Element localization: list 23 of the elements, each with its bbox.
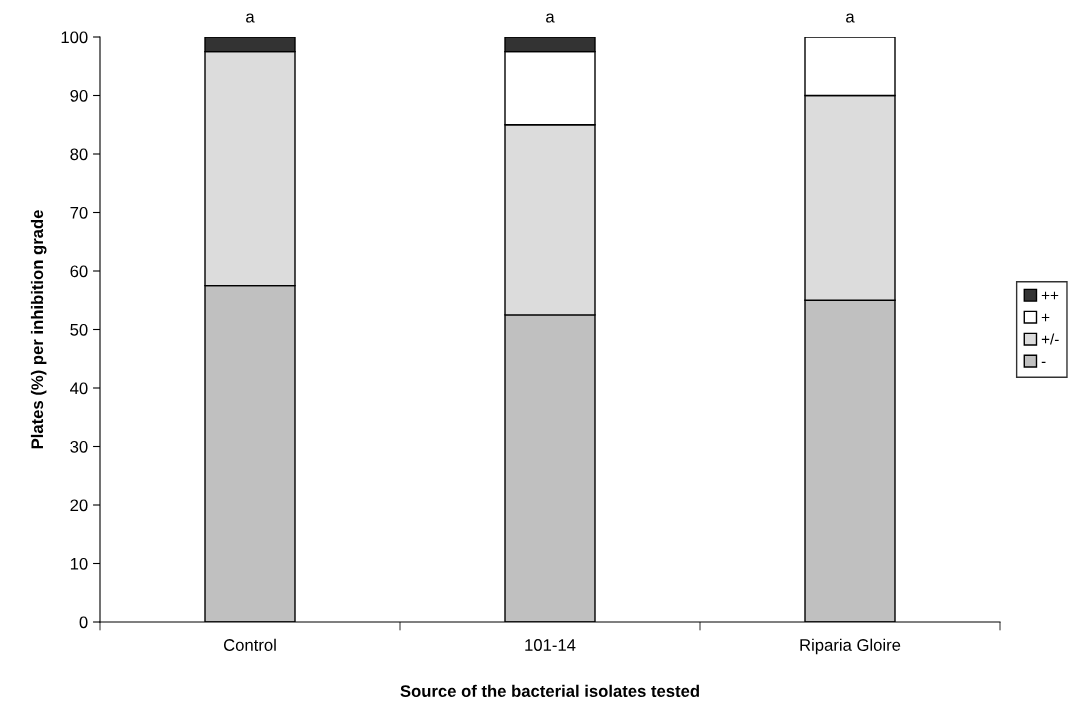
y-tick-label: 70: [70, 206, 88, 219]
legend-label: -: [1041, 361, 1046, 363]
y-tick-label: 60: [70, 265, 88, 278]
y-tick-label: 50: [70, 323, 88, 336]
x-tick-label: Control: [223, 638, 276, 651]
x-axis-title: Source of the bacterial isolates tested: [400, 684, 699, 697]
annotation: a: [546, 13, 555, 23]
y-tick-label: 40: [70, 382, 88, 395]
y-tick-label: 100: [61, 31, 88, 44]
y-tick-label: 90: [70, 89, 88, 102]
y-tick-label: 30: [70, 440, 88, 453]
y-axis-title: Plates (%) per inhibition grade: [30, 210, 47, 449]
legend-label: ++: [1041, 291, 1059, 300]
y-tick-label: 80: [70, 148, 88, 161]
x-tick-label: 101-14: [525, 639, 576, 651]
y-tick-label: 20: [70, 499, 88, 512]
y-tick-label: 0: [79, 616, 88, 629]
x-tick-label: Riparia Gloire: [800, 638, 901, 655]
annotation: a: [246, 13, 255, 23]
legend-label: +: [1041, 313, 1050, 322]
legend-label: +/-: [1041, 333, 1059, 345]
y-tick-label: 10: [70, 557, 88, 570]
annotation: a: [846, 13, 855, 23]
